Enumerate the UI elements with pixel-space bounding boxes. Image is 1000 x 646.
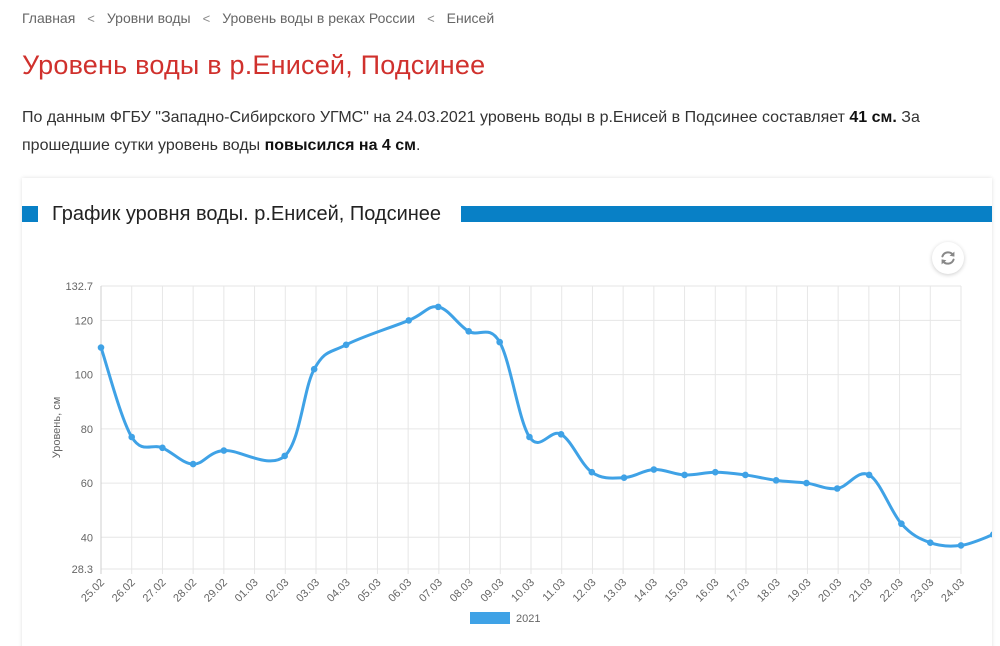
breadcrumb-separator-icon: <: [202, 11, 211, 26]
x-tick-label: 14.03: [632, 577, 660, 605]
data-point: [220, 447, 228, 454]
chart-header-square: [22, 206, 38, 222]
chart-header-bar: [461, 206, 992, 222]
x-tick-label: 05.03: [356, 577, 384, 605]
water-level-chart: 28.3 40 60 80 100 120 132.7 25.02 26.02 27.02 28.0…: [51, 281, 992, 625]
data-point: [526, 433, 533, 441]
refresh-icon: [941, 251, 955, 265]
breadcrumb: Главная < Уровни воды < Уровень воды в реках…: [22, 10, 494, 26]
chart-header: График уровня воды. р.Енисей, Подсинее: [22, 202, 992, 226]
level-change-value: повысился на 4 см: [264, 137, 416, 154]
data-point: [620, 474, 628, 481]
y-tick-label: 100: [75, 370, 93, 382]
data-point: [772, 477, 780, 484]
data-point: [898, 520, 905, 528]
breadcrumb-item-home[interactable]: Главная: [22, 10, 76, 26]
data-point: [281, 452, 288, 460]
x-tick-label: 29.02: [202, 577, 230, 605]
y-tick-label: 120: [75, 315, 93, 327]
lead-text-3: .: [416, 137, 421, 154]
x-tick-label: 12.03: [571, 577, 599, 605]
y-tick-label: 80: [81, 424, 93, 436]
data-point: [833, 485, 841, 492]
x-tick-label: 26.02: [110, 577, 138, 605]
breadcrumb-item-yenisei[interactable]: Енисей: [446, 10, 495, 26]
data-point: [681, 471, 688, 479]
legend-swatch-2021: [470, 612, 510, 624]
x-tick-label: 20.03: [816, 577, 844, 605]
data-point: [557, 430, 565, 438]
x-tick-label: 15.03: [663, 577, 691, 605]
x-tick-label: 08.03: [448, 577, 476, 605]
chart-card: График уровня воды. р.Енисей, Подсинее 2…: [22, 178, 992, 646]
x-tick-label: 27.02: [141, 577, 169, 605]
y-tick-label: 132.7: [65, 281, 93, 293]
x-tick-label: 03.03: [294, 577, 322, 605]
data-point: [711, 468, 719, 476]
x-tick-label: 28.02: [171, 577, 199, 605]
data-point: [342, 341, 350, 349]
data-point: [159, 444, 166, 452]
y-axis-label: Уровень, см: [51, 397, 63, 459]
y-tick-label: 28.3: [72, 564, 93, 576]
breadcrumb-item-water-levels[interactable]: Уровни воды: [106, 10, 191, 26]
current-level-value: 41 см.: [849, 109, 897, 126]
data-point: [926, 539, 934, 547]
lead-paragraph: По данным ФГБУ "Западно-Сибирского УГМС"…: [22, 104, 982, 160]
x-tick-label: 23.03: [908, 577, 936, 605]
data-point: [496, 338, 503, 346]
x-tick-label: 11.03: [540, 577, 567, 604]
x-tick-label: 21.03: [847, 577, 875, 605]
data-point: [989, 531, 992, 538]
x-tick-label: 04.03: [325, 577, 353, 605]
breadcrumb-item-russian-rivers[interactable]: Уровень воды в реках России: [222, 10, 416, 26]
x-tick-label: 10.03: [509, 577, 537, 605]
data-point: [650, 466, 658, 473]
x-tick-label: 09.03: [478, 577, 506, 605]
page-title: Уровень воды в р.Енисей, Подсинее: [22, 50, 486, 80]
data-point: [405, 317, 413, 324]
breadcrumb-separator-icon: <: [87, 11, 95, 26]
x-tick-label: 01.03: [233, 577, 261, 605]
x-tick-label: 06.03: [386, 577, 414, 605]
x-tick-label: 18.03: [755, 577, 783, 605]
refresh-button[interactable]: [932, 242, 964, 274]
x-tick-label: 13.03: [601, 577, 629, 605]
legend-label-2021: 2021: [516, 613, 540, 625]
lead-text-1: По данным ФГБУ "Западно-Сибирского УГМС"…: [22, 109, 850, 126]
data-point: [189, 460, 197, 468]
data-point: [588, 468, 596, 476]
breadcrumb-separator-icon: <: [427, 11, 435, 26]
series-line-2021: [99, 305, 992, 548]
x-tick-label: 24.03: [939, 577, 967, 605]
x-tick-label: 16.03: [693, 577, 721, 605]
x-tick-label: 25.02: [79, 577, 107, 605]
data-point: [803, 479, 810, 487]
x-tick-label: 19.03: [786, 577, 814, 605]
x-tick-label: 07.03: [417, 577, 445, 605]
lead-text-2: За прошедшие сутки уровень воды: [22, 109, 920, 154]
chart-header-title: График уровня воды. р.Енисей, Подсинее: [52, 203, 442, 225]
data-point: [957, 542, 965, 549]
data-point: [97, 344, 105, 351]
data-point: [434, 303, 442, 311]
x-tick-label: 02.03: [263, 577, 291, 605]
data-point: [310, 365, 318, 373]
y-tick-label: 60: [81, 478, 93, 490]
data-point: [742, 471, 749, 479]
data-point: [465, 327, 472, 335]
y-tick-label: 40: [81, 532, 93, 544]
data-point: [865, 471, 873, 479]
x-tick-label: 22.03: [878, 577, 906, 605]
x-tick-label: 17.03: [724, 577, 752, 605]
data-point: [128, 433, 136, 441]
